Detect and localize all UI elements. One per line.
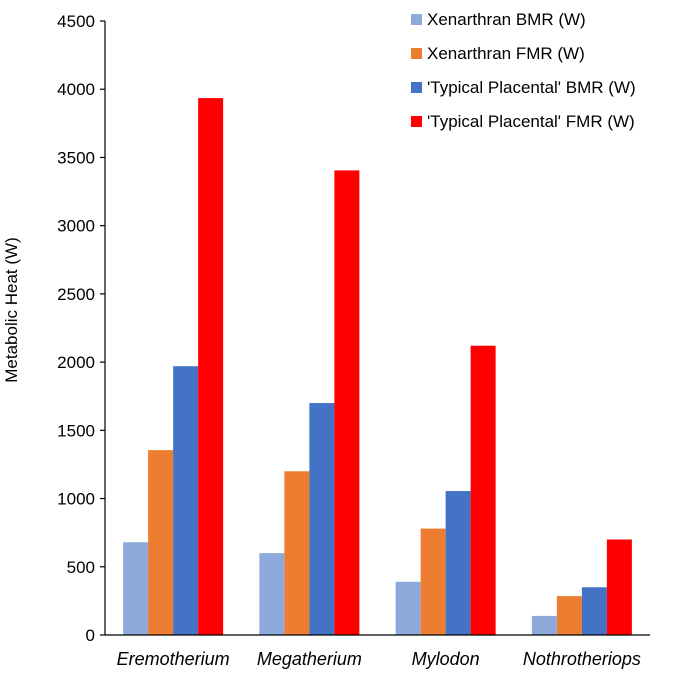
bar bbox=[148, 450, 174, 635]
legend-swatch bbox=[411, 14, 422, 25]
bar bbox=[606, 539, 632, 635]
bar bbox=[284, 471, 310, 635]
y-tick-label: 1000 bbox=[57, 490, 95, 509]
bar bbox=[531, 615, 557, 635]
y-tick-label: 2000 bbox=[57, 353, 95, 372]
x-category-label: Megatherium bbox=[257, 649, 362, 669]
y-tick-label: 0 bbox=[86, 626, 95, 645]
legend-swatch bbox=[411, 116, 422, 127]
bar bbox=[173, 366, 199, 635]
y-tick-label: 3500 bbox=[57, 148, 95, 167]
bar bbox=[445, 491, 471, 635]
bar bbox=[420, 528, 446, 635]
x-category-label: Nothrotheriops bbox=[523, 649, 641, 669]
legend-swatch bbox=[411, 82, 422, 93]
legend-label: Xenarthran FMR (W) bbox=[427, 44, 585, 63]
y-tick-label: 500 bbox=[67, 558, 95, 577]
x-category-label: Eremotherium bbox=[117, 649, 230, 669]
bar bbox=[470, 345, 496, 635]
bar bbox=[309, 403, 335, 635]
legend-label: 'Typical Placental' BMR (W) bbox=[427, 78, 636, 97]
bar bbox=[259, 553, 285, 635]
y-tick-label: 2500 bbox=[57, 285, 95, 304]
bar bbox=[198, 98, 224, 635]
bar bbox=[123, 542, 149, 635]
y-tick-label: 3000 bbox=[57, 217, 95, 236]
y-axis-title: Metabolic Heat (W) bbox=[2, 237, 21, 382]
y-tick-label: 4500 bbox=[57, 12, 95, 31]
legend: Xenarthran BMR (W) Xenarthran FMR (W) 'Typ… bbox=[411, 10, 636, 131]
legend-label: Xenarthran BMR (W) bbox=[427, 10, 586, 29]
y-tick-label: 4000 bbox=[57, 80, 95, 99]
bars bbox=[123, 98, 632, 635]
bar bbox=[395, 581, 421, 635]
legend-swatch bbox=[411, 48, 422, 59]
bar bbox=[581, 587, 607, 635]
legend-label: 'Typical Placental' FMR (W) bbox=[427, 112, 635, 131]
x-category-label: Mylodon bbox=[412, 649, 480, 669]
x-axis-labels: Eremotherium Megatherium Mylodon Nothrother… bbox=[117, 649, 641, 669]
bar bbox=[556, 596, 582, 635]
y-axis-ticks: 0 500 1000 1500 2000 2500 3000 3500 4000 4500 bbox=[57, 12, 105, 645]
y-tick-label: 1500 bbox=[57, 421, 95, 440]
bar bbox=[334, 170, 360, 635]
